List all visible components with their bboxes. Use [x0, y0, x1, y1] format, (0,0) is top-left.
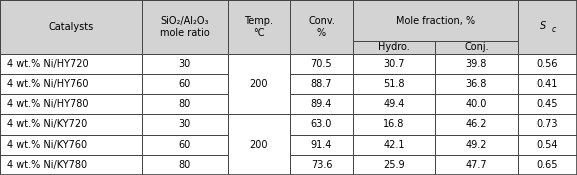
Text: 89.4: 89.4 [311, 99, 332, 109]
Text: SiO₂/Al₂O₃
mole ratio: SiO₂/Al₂O₃ mole ratio [160, 16, 209, 38]
Bar [142, 135, 227, 155]
Bar [0, 94, 142, 114]
Text: Catalysts: Catalysts [48, 22, 93, 32]
Bar [142, 74, 227, 94]
Bar [353, 74, 435, 94]
Text: Conv.
%: Conv. % [308, 16, 335, 38]
Bar [518, 135, 577, 155]
Bar [518, 54, 577, 74]
Bar [518, 94, 577, 114]
Text: 30: 30 [178, 119, 191, 129]
Text: 88.7: 88.7 [311, 79, 332, 89]
Text: 40.0: 40.0 [466, 99, 487, 109]
Text: 63.0: 63.0 [311, 119, 332, 129]
Text: 51.8: 51.8 [383, 79, 404, 89]
Bar [290, 155, 353, 175]
Text: 0.73: 0.73 [537, 119, 558, 129]
Bar [0, 114, 142, 135]
Bar [227, 54, 290, 114]
Text: 80: 80 [178, 160, 191, 170]
Text: 47.7: 47.7 [466, 160, 487, 170]
Text: 0.45: 0.45 [537, 99, 558, 109]
Bar [435, 155, 518, 175]
Text: 4 wt.% Ni/KY760: 4 wt.% Ni/KY760 [7, 140, 87, 150]
Bar [518, 114, 577, 135]
Bar [142, 94, 227, 114]
Bar [0, 74, 142, 94]
Text: 0.54: 0.54 [537, 140, 558, 150]
Text: 200: 200 [250, 140, 268, 150]
Bar [518, 0, 577, 54]
Text: 4 wt.% Ni/KY720: 4 wt.% Ni/KY720 [7, 119, 87, 129]
Bar [290, 0, 353, 54]
Text: 36.8: 36.8 [466, 79, 487, 89]
Text: 49.2: 49.2 [466, 140, 487, 150]
Bar [0, 54, 142, 74]
Text: 49.4: 49.4 [383, 99, 404, 109]
Text: Temp.
°C: Temp. °C [244, 16, 273, 38]
Text: 60: 60 [178, 79, 191, 89]
Text: 80: 80 [178, 99, 191, 109]
Bar [353, 54, 435, 74]
Bar [0, 155, 142, 175]
Text: 4 wt.% Ni/KY780: 4 wt.% Ni/KY780 [7, 160, 87, 170]
Text: 16.8: 16.8 [383, 119, 404, 129]
Bar [435, 74, 518, 94]
Text: 30: 30 [178, 59, 191, 69]
Bar [435, 114, 518, 135]
Text: 73.6: 73.6 [311, 160, 332, 170]
Bar [353, 94, 435, 114]
Bar [142, 54, 227, 74]
Text: Conj.: Conj. [464, 42, 489, 52]
Text: 91.4: 91.4 [311, 140, 332, 150]
Bar [227, 114, 290, 175]
Bar [290, 135, 353, 155]
Text: Mole fraction, %: Mole fraction, % [396, 16, 475, 26]
Bar [435, 41, 518, 54]
Bar [353, 135, 435, 155]
Text: 0.41: 0.41 [537, 79, 558, 89]
Bar [353, 41, 435, 54]
Bar [353, 114, 435, 135]
Text: 4 wt.% Ni/HY780: 4 wt.% Ni/HY780 [7, 99, 88, 109]
Text: 70.5: 70.5 [310, 59, 332, 69]
Bar [435, 54, 518, 74]
Text: S: S [541, 21, 546, 31]
Text: Hydro.: Hydro. [378, 42, 410, 52]
Bar [353, 0, 518, 41]
Text: 46.2: 46.2 [466, 119, 487, 129]
Bar [518, 155, 577, 175]
Bar [290, 74, 353, 94]
Bar [290, 54, 353, 74]
Text: 0.56: 0.56 [537, 59, 558, 69]
Text: 200: 200 [250, 79, 268, 89]
Text: 25.9: 25.9 [383, 160, 405, 170]
Bar [435, 94, 518, 114]
Bar [142, 155, 227, 175]
Text: 4 wt.% Ni/HY720: 4 wt.% Ni/HY720 [7, 59, 88, 69]
Bar [290, 114, 353, 135]
Text: 60: 60 [178, 140, 191, 150]
Bar [142, 114, 227, 135]
Bar [227, 0, 290, 54]
Bar [142, 0, 227, 54]
Bar [0, 0, 142, 54]
Text: 4 wt.% Ni/HY760: 4 wt.% Ni/HY760 [7, 79, 88, 89]
Bar [0, 135, 142, 155]
Text: 42.1: 42.1 [383, 140, 404, 150]
Text: 30.7: 30.7 [383, 59, 404, 69]
Bar [435, 135, 518, 155]
Bar [353, 155, 435, 175]
Text: 39.8: 39.8 [466, 59, 487, 69]
Bar [290, 94, 353, 114]
Text: c: c [552, 25, 556, 34]
Text: 0.65: 0.65 [537, 160, 558, 170]
Bar [518, 74, 577, 94]
